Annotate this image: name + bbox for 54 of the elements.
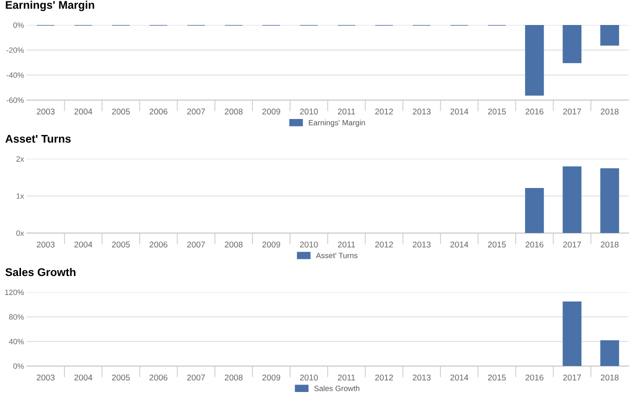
bar — [525, 188, 544, 234]
x-tick-label: 2006 — [150, 374, 168, 380]
x-tick-label: 2004 — [74, 242, 92, 248]
x-tick-label: 2017 — [563, 242, 581, 248]
x-tick-label: 2015 — [488, 108, 506, 114]
chart-title: Sales Growth — [5, 268, 76, 276]
x-tick-label: 2014 — [450, 374, 468, 380]
x-tick-label: 2007 — [187, 108, 205, 114]
x-tick-label: 2003 — [36, 374, 55, 380]
x-tick-label: 2014 — [450, 242, 468, 248]
x-tick-label: 2018 — [600, 108, 619, 114]
x-tick-label: 2004 — [74, 374, 92, 380]
x-tick-label: 2016 — [526, 374, 544, 380]
x-tick-label: 2018 — [600, 242, 619, 248]
x-tick-label: 2018 — [600, 374, 619, 380]
x-tick-label: 2010 — [300, 374, 318, 380]
x-tick-label: 2008 — [224, 108, 243, 114]
x-tick-label: 2015 — [488, 242, 506, 248]
x-tick-label: 2011 — [338, 108, 356, 114]
x-tick-label: 2013 — [412, 108, 431, 114]
x-tick-label: 2011 — [338, 242, 356, 248]
x-tick-label: 2016 — [526, 242, 544, 248]
x-tick-label: 2008 — [224, 242, 243, 248]
x-tick-label: 2005 — [112, 374, 130, 380]
x-tick-label: 2007 — [187, 242, 205, 248]
x-tick-label: 2010 — [300, 108, 318, 114]
x-tick-label: 2009 — [262, 108, 280, 114]
x-tick-label: 2005 — [112, 242, 130, 248]
x-tick-label: 2013 — [412, 374, 431, 380]
x-tick-label: 2014 — [450, 108, 468, 114]
x-tick-label: 2003 — [36, 242, 55, 248]
x-tick-label: 2016 — [526, 108, 544, 114]
x-tick-label: 2017 — [563, 108, 581, 114]
x-tick-label: 2007 — [187, 374, 205, 380]
x-tick-label: 2017 — [563, 374, 581, 380]
x-tick-label: 2004 — [74, 108, 92, 114]
bar — [600, 168, 620, 234]
chart-title: Earnings' Margin — [6, 0, 94, 12]
x-tick-label: 2011 — [338, 374, 356, 380]
x-tick-label: 2012 — [375, 108, 393, 114]
x-tick-label: 2005 — [112, 108, 130, 114]
bar — [562, 166, 582, 234]
x-tick-label: 2003 — [36, 108, 55, 114]
x-tick-label: 2006 — [150, 242, 168, 248]
x-tick-label: 2010 — [300, 242, 318, 248]
chart-title: Asset' Turns — [5, 134, 71, 143]
x-tick-label: 2009 — [262, 242, 280, 248]
x-tick-label: 2006 — [150, 108, 168, 114]
x-tick-label: 2012 — [375, 374, 393, 380]
x-tick-label: 2013 — [412, 242, 431, 248]
x-tick-label: 2008 — [224, 374, 243, 380]
x-tick-label: 2015 — [488, 374, 506, 380]
x-tick-label: 2012 — [375, 242, 393, 248]
x-tick-label: 2009 — [262, 374, 280, 380]
